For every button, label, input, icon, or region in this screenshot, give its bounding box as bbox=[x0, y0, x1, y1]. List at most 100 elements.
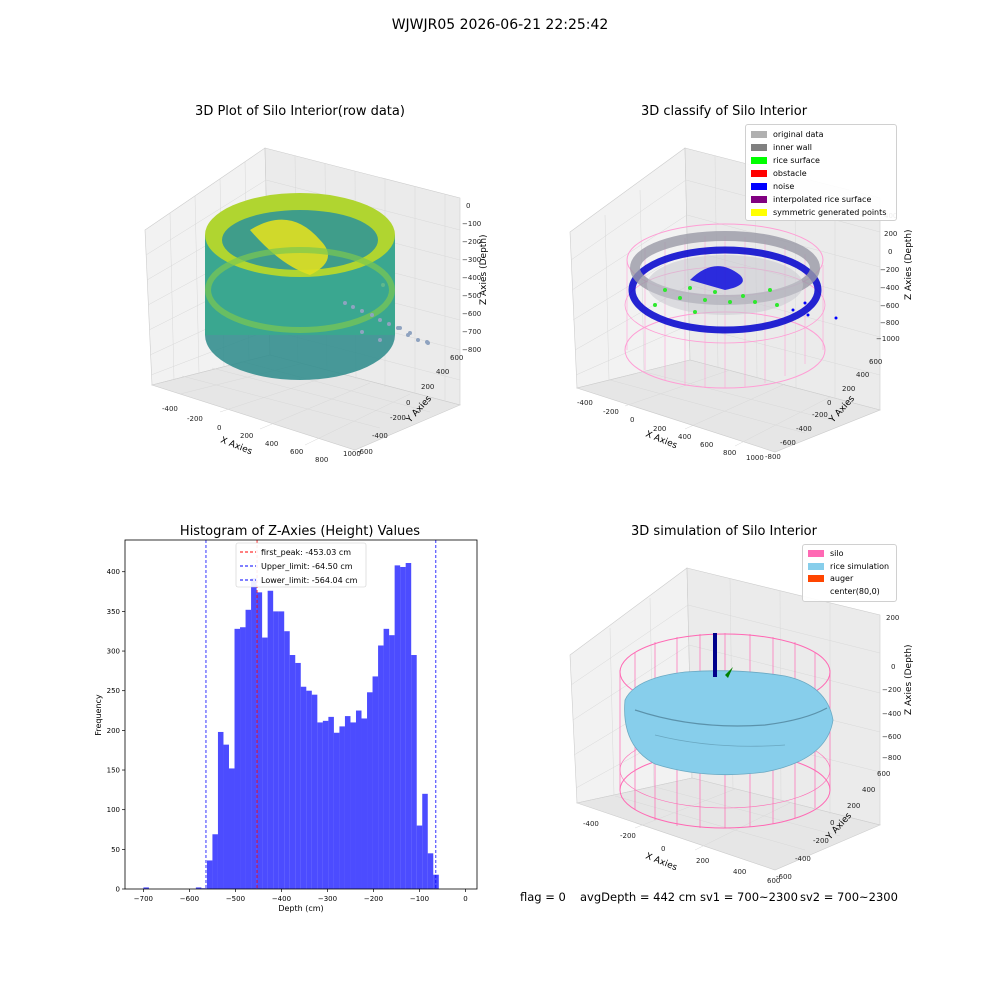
sim-ytick: 400 bbox=[862, 786, 875, 794]
legend-item: interpolated rice surface bbox=[751, 193, 871, 206]
raw-xtick: -200 bbox=[187, 415, 203, 423]
classify-ztick: −600 bbox=[880, 302, 899, 310]
sim-ytick: -400 bbox=[795, 855, 811, 863]
histogram-title: Histogram of Z-Axies (Height) Values bbox=[179, 524, 421, 539]
histogram-bar bbox=[228, 768, 235, 889]
histogram-bar bbox=[212, 834, 218, 889]
legend-item: rice surface bbox=[751, 154, 820, 167]
raw-xtick: 200 bbox=[240, 432, 253, 440]
legend-swatch bbox=[751, 131, 767, 138]
histogram-bar bbox=[289, 655, 296, 889]
histogram-xticks: −700 −600 −500 −400 −300 −200 −100 0 bbox=[134, 889, 468, 903]
histogram-ytick-label: 250 bbox=[107, 687, 120, 695]
classify-xtick: -400 bbox=[577, 399, 593, 407]
histogram-bar bbox=[195, 887, 202, 889]
simulation-plot-title: 3D simulation of Silo Interior bbox=[631, 524, 817, 539]
legend-swatch bbox=[751, 209, 767, 216]
raw-ytick: 400 bbox=[436, 368, 449, 376]
flag-text: flag = 0 bbox=[520, 890, 566, 904]
classify-ztick: −200 bbox=[880, 266, 899, 274]
classify-ztick: −800 bbox=[880, 319, 899, 327]
sim-zlabel: Z Axies (Depth) bbox=[904, 644, 914, 715]
legend-item: silo bbox=[808, 548, 844, 561]
simulation-silo-and-rice bbox=[619, 633, 834, 829]
sim-xlabel: X Axies bbox=[644, 852, 679, 874]
histogram-ytick-label: 300 bbox=[107, 648, 120, 656]
histogram-bar bbox=[240, 627, 246, 889]
simulation-legend: silo rice simulation auger center(80,0) bbox=[802, 544, 897, 602]
classify-xtick: 600 bbox=[700, 441, 713, 449]
histogram-ytick-label: 100 bbox=[107, 806, 120, 814]
raw-3d-plot[interactable]: -400 -200 0 200 400 600 800 1000 -600 -4… bbox=[140, 140, 490, 465]
legend-label: noise bbox=[773, 182, 795, 191]
legend-label: interpolated rice surface bbox=[773, 195, 872, 204]
histogram-bar bbox=[333, 732, 340, 889]
sim-xtick: 200 bbox=[696, 857, 709, 865]
histogram-bar bbox=[411, 655, 417, 889]
histogram-xtick-label: −100 bbox=[410, 895, 429, 903]
legend-swatch bbox=[808, 588, 824, 595]
histogram-ytick-label: 400 bbox=[107, 568, 120, 576]
raw-ztick: −700 bbox=[462, 328, 481, 336]
histogram-bar bbox=[262, 637, 268, 889]
classify-ztick: −400 bbox=[880, 284, 899, 292]
classify-ytick: -400 bbox=[796, 425, 812, 433]
histogram-bars bbox=[143, 563, 439, 889]
raw-zlabel: Z Axies (Depth) bbox=[479, 234, 489, 305]
classify-ytick: 200 bbox=[842, 385, 855, 393]
classify-xtick: 800 bbox=[723, 449, 736, 457]
histogram-bar bbox=[405, 563, 412, 889]
histogram-bar bbox=[278, 611, 285, 889]
raw-ytick: 600 bbox=[450, 354, 463, 362]
histogram-xtick-label: 0 bbox=[463, 895, 467, 903]
classify-ytick: -200 bbox=[812, 411, 828, 419]
sim-ztick: −800 bbox=[882, 754, 901, 762]
legend-item: original data bbox=[751, 128, 823, 141]
histogram-bar bbox=[400, 566, 406, 889]
raw-plot-title: 3D Plot of Silo Interior(row data) bbox=[195, 104, 405, 119]
histogram-bar bbox=[322, 720, 329, 889]
raw-xtick: 400 bbox=[265, 440, 278, 448]
raw-ytick: 0 bbox=[406, 399, 410, 407]
histogram-chart[interactable]: −700 −600 −500 −400 −300 −200 −100 0 0 50 100 150 2… bbox=[80, 530, 500, 920]
raw-xtick: -400 bbox=[162, 405, 178, 413]
histogram-frame bbox=[124, 539, 478, 890]
classify-zlabel: Z Axies (Depth) bbox=[904, 229, 914, 300]
figure-title: WJWJR05 2026-06-21 22:25:42 bbox=[391, 17, 609, 33]
histogram-bar bbox=[328, 716, 334, 889]
legend-item: rice simulation bbox=[808, 561, 889, 574]
raw-ytick: 200 bbox=[421, 383, 434, 391]
legend-item: noise bbox=[751, 180, 794, 193]
histogram-bar bbox=[267, 590, 274, 889]
legend-label: original data bbox=[773, 130, 824, 139]
legend-label: rice surface bbox=[773, 156, 820, 165]
histogram-ylabel: Frequency bbox=[94, 694, 103, 736]
histogram-reference-lines bbox=[205, 540, 437, 889]
sim-ztick: −600 bbox=[882, 733, 901, 741]
histogram-legend-label: Lower_limit: -564.04 cm bbox=[261, 576, 358, 585]
sim-xtick: 600 bbox=[767, 877, 780, 885]
histogram-bar bbox=[206, 860, 213, 889]
histogram-bar bbox=[311, 694, 318, 889]
raw-tick-labels: -400 -200 0 200 400 600 800 1000 -600 -4… bbox=[162, 202, 481, 464]
raw-ytick: -400 bbox=[372, 432, 388, 440]
histogram-bar bbox=[300, 686, 307, 889]
histogram-bar bbox=[295, 662, 301, 889]
sim-ztick: 200 bbox=[886, 614, 899, 622]
raw-ztick: 0 bbox=[466, 202, 470, 210]
legend-item: center(80,0) bbox=[808, 586, 880, 599]
sim-xtick: 0 bbox=[661, 845, 665, 853]
histogram-bar bbox=[372, 676, 379, 889]
simulation-3d-plot[interactable]: -400 -200 0 200 400 600 -600 -400 -200 0… bbox=[565, 560, 920, 885]
legend-label: inner wall bbox=[773, 143, 813, 152]
sim-ytick: 0 bbox=[830, 819, 834, 827]
raw-ytick: -200 bbox=[390, 414, 406, 422]
histogram-bar bbox=[306, 690, 312, 889]
legend-item: auger bbox=[808, 573, 853, 586]
raw-xtick: 600 bbox=[290, 448, 303, 456]
sim-ztick: −200 bbox=[882, 686, 901, 694]
histogram-bar bbox=[394, 565, 401, 889]
avg-depth-text: avgDepth = 442 cm bbox=[580, 890, 697, 904]
sim-ytick: 200 bbox=[847, 802, 860, 810]
histogram-bar bbox=[383, 628, 390, 889]
